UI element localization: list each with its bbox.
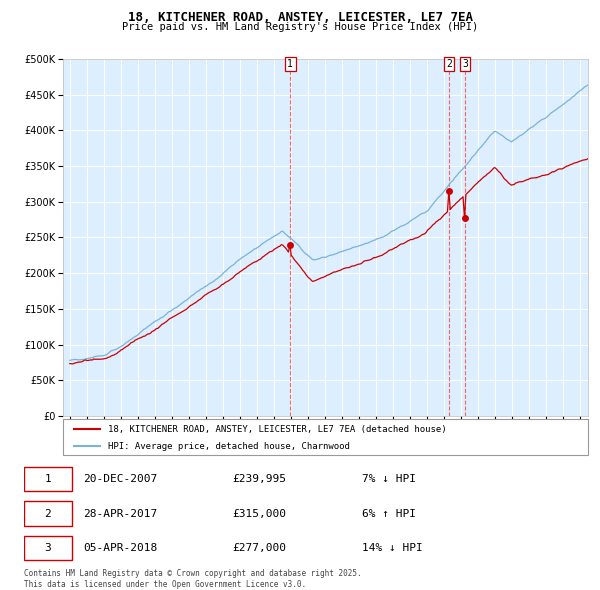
Text: 18, KITCHENER ROAD, ANSTEY, LEICESTER, LE7 7EA (detached house): 18, KITCHENER ROAD, ANSTEY, LEICESTER, L… (107, 425, 446, 434)
FancyBboxPatch shape (24, 502, 72, 526)
FancyBboxPatch shape (63, 419, 588, 455)
Text: £315,000: £315,000 (233, 509, 287, 519)
Text: Price paid vs. HM Land Registry's House Price Index (HPI): Price paid vs. HM Land Registry's House … (122, 22, 478, 32)
Text: 28-APR-2017: 28-APR-2017 (83, 509, 157, 519)
Text: 14% ↓ HPI: 14% ↓ HPI (362, 543, 423, 553)
FancyBboxPatch shape (24, 536, 72, 560)
Text: 1: 1 (287, 59, 293, 69)
Text: £277,000: £277,000 (233, 543, 287, 553)
Text: Contains HM Land Registry data © Crown copyright and database right 2025.
This d: Contains HM Land Registry data © Crown c… (24, 569, 362, 589)
Text: 6% ↑ HPI: 6% ↑ HPI (362, 509, 416, 519)
Text: 2: 2 (44, 509, 52, 519)
Text: 2: 2 (446, 59, 452, 69)
Text: 20-DEC-2007: 20-DEC-2007 (83, 474, 157, 484)
Text: 3: 3 (44, 543, 52, 553)
Text: 3: 3 (462, 59, 468, 69)
Text: HPI: Average price, detached house, Charnwood: HPI: Average price, detached house, Char… (107, 442, 349, 451)
Text: 05-APR-2018: 05-APR-2018 (83, 543, 157, 553)
Text: £239,995: £239,995 (233, 474, 287, 484)
Text: 7% ↓ HPI: 7% ↓ HPI (362, 474, 416, 484)
Text: 1: 1 (44, 474, 52, 484)
FancyBboxPatch shape (24, 467, 72, 491)
Text: 18, KITCHENER ROAD, ANSTEY, LEICESTER, LE7 7EA: 18, KITCHENER ROAD, ANSTEY, LEICESTER, L… (128, 11, 473, 24)
